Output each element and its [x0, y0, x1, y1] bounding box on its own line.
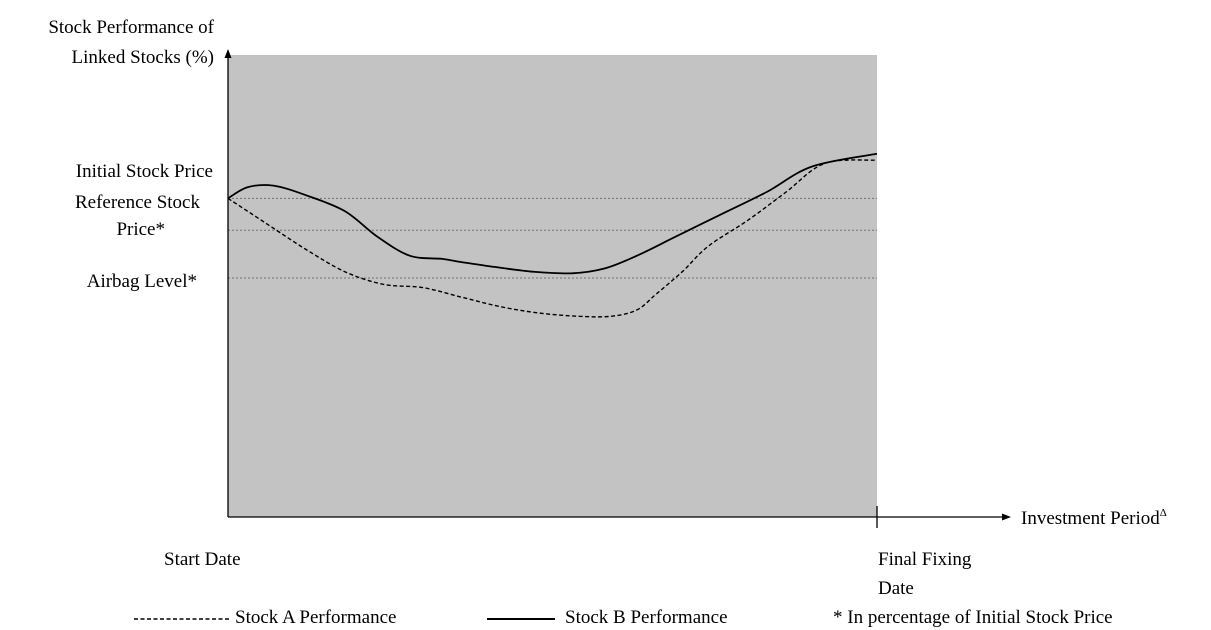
series-stock-b-line: [227, 152, 878, 275]
final-fixing-date-label-line-2: Date: [878, 578, 914, 599]
final-fixing-date-label-line-1: Final Fixing: [878, 549, 972, 570]
footnote: * In percentage of Initial Stock Price: [833, 607, 1113, 628]
y-axis-title-line-2: Linked Stocks (%): [71, 47, 214, 68]
start-date-label: Start Date: [164, 549, 241, 570]
x-axis-title: Investment PeriodΔ: [1021, 507, 1167, 530]
x-axis-title-superscript: Δ: [1159, 507, 1167, 519]
x-axis-arrow: [1002, 513, 1011, 521]
y-axis-title-line-1: Stock Performance of: [48, 17, 214, 38]
plot-area: [228, 55, 877, 517]
airbag-level-label: Airbag Level*: [86, 271, 197, 292]
legend-stock-b-label: Stock B Performance: [565, 607, 728, 628]
legend-stock-a-label: Stock A Performance: [235, 607, 397, 628]
reference-stock-price-label-line-2: Price*: [116, 219, 165, 240]
y-axis-arrow: [224, 49, 232, 58]
x-axis-title-text: Investment Period: [1021, 508, 1160, 529]
reference-stock-price-label-line-1: Reference Stock: [74, 192, 200, 213]
series-stock-a-line: [227, 159, 878, 318]
initial-stock-price-label: Initial Stock Price: [75, 161, 213, 182]
